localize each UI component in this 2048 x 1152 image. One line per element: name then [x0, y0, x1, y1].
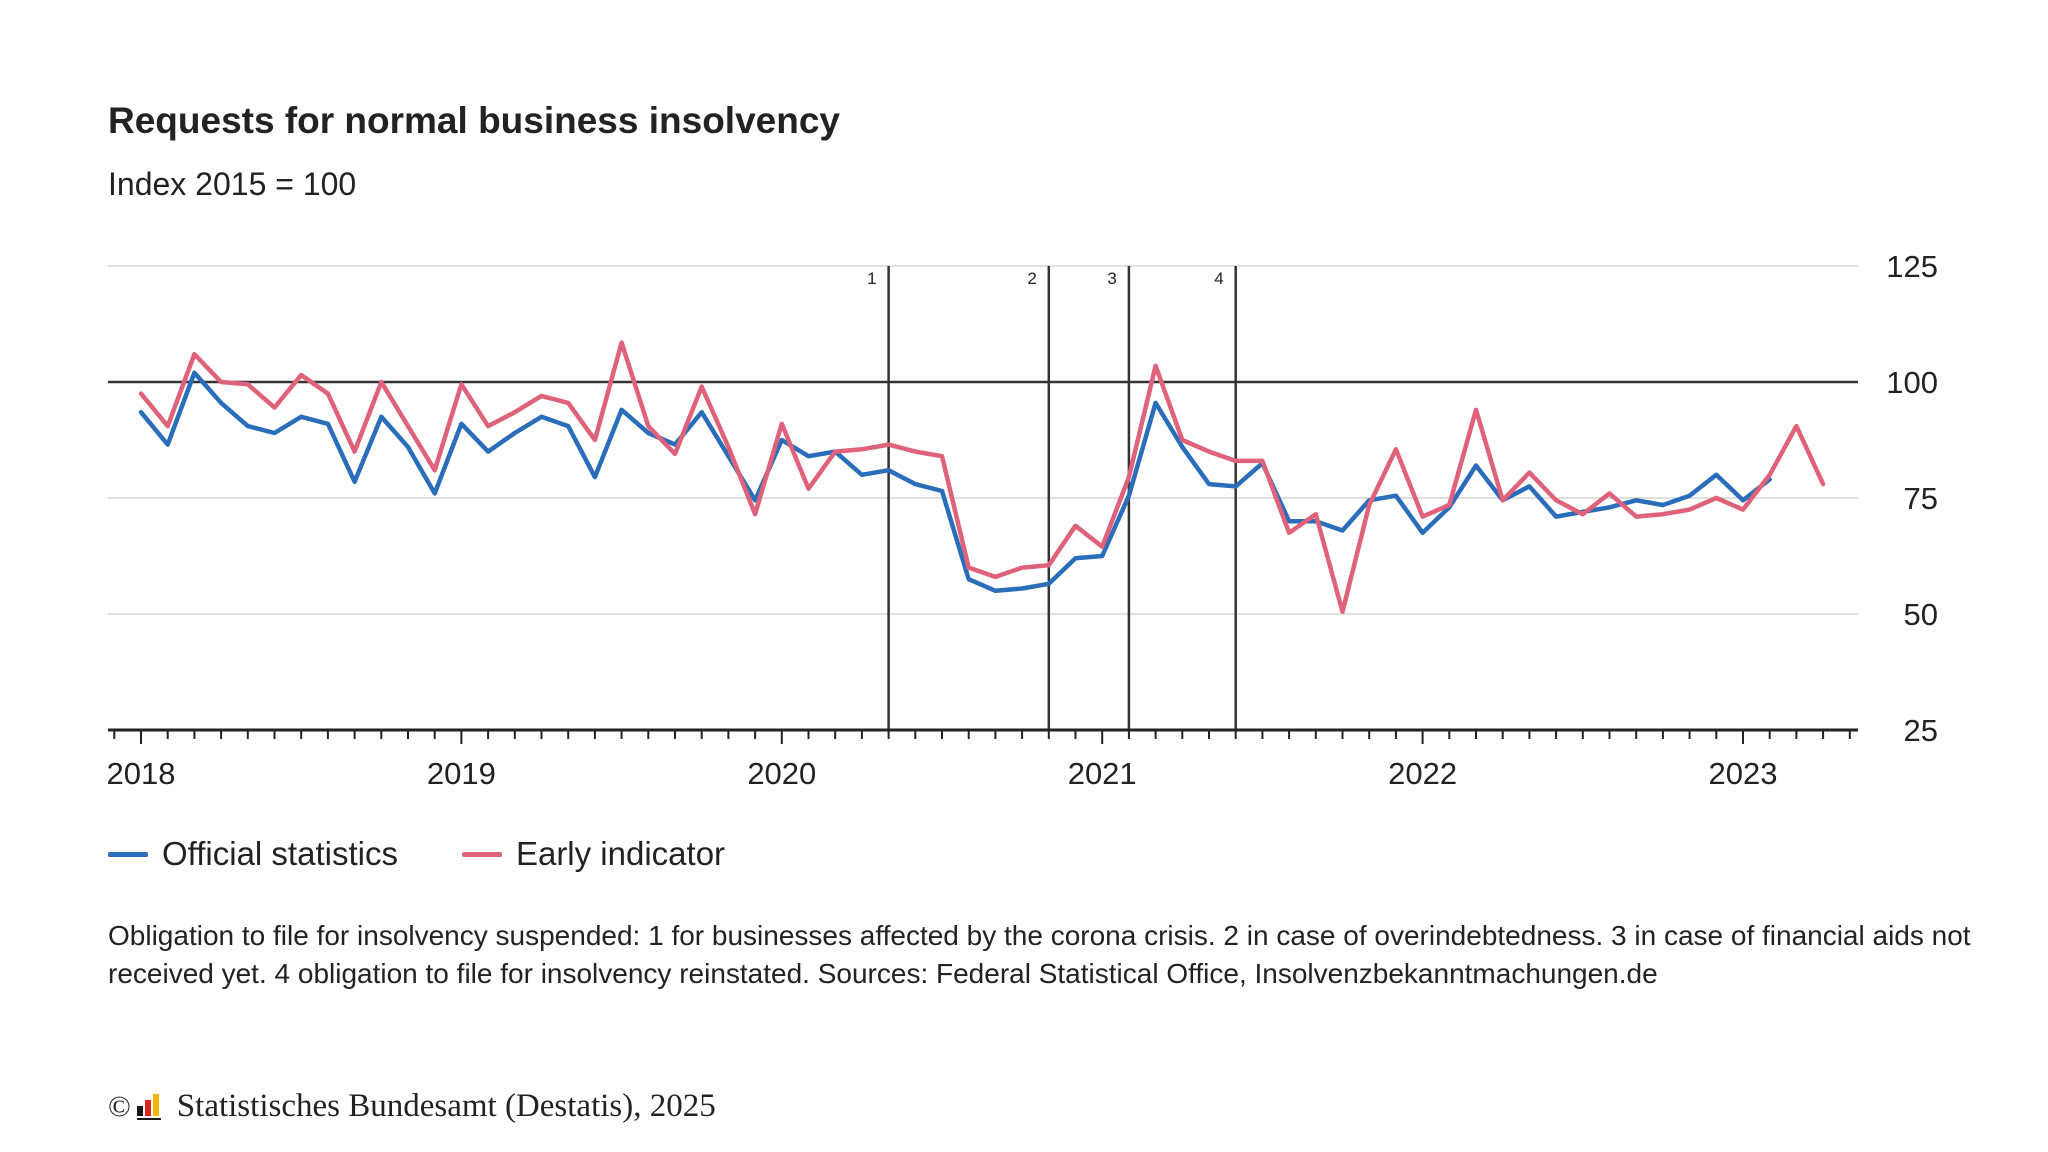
- legend-label-official: Official statistics: [162, 835, 398, 872]
- series-lines: [138, 340, 1826, 614]
- copyright: © Statistisches Bundesamt (Destatis), 20…: [108, 1088, 716, 1125]
- series-line-official: [138, 370, 1772, 594]
- series-line-early: [138, 340, 1826, 614]
- legend-swatch-official: [108, 851, 148, 857]
- event-marker-label: 3: [1107, 269, 1116, 288]
- footnote: Obligation to file for insolvency suspen…: [108, 920, 1971, 989]
- y-tick-label: 50: [1904, 597, 1938, 632]
- line-chart: 1 2 3 4 2018 2019 2020 2021 2022 2023 25 50 75 100 1…: [107, 249, 1938, 791]
- legend: Official statistics Early indicator: [108, 835, 789, 873]
- x-axis: 2018 2019 2020 2021 2022 2023: [107, 728, 1858, 791]
- x-tick-label: 2018: [107, 756, 176, 791]
- event-marker-label: 2: [1027, 269, 1036, 288]
- y-tick-label: 100: [1886, 365, 1938, 400]
- chart-title: Requests for normal business insolvency: [108, 100, 840, 141]
- grid-lines: [108, 265, 1858, 615]
- x-tick-label: 2022: [1388, 756, 1457, 791]
- legend-item-early: Early indicator: [461, 835, 726, 873]
- legend-item-official: Official statistics: [108, 835, 398, 873]
- legend-label-early: Early indicator: [515, 835, 726, 872]
- chart-subtitle: Index 2015 = 100: [108, 166, 357, 202]
- x-tick-label: 2019: [427, 756, 496, 791]
- x-tick-label: 2021: [1068, 756, 1137, 791]
- x-tick-label: 2023: [1709, 756, 1778, 791]
- destatis-logo-icon: [136, 1093, 165, 1120]
- event-marker-label: 4: [1214, 269, 1223, 288]
- y-tick-label: 25: [1904, 713, 1938, 748]
- y-tick-label: 125: [1886, 249, 1938, 284]
- copyright-icon: ©: [108, 1089, 131, 1123]
- y-tick-label: 75: [1904, 481, 1938, 516]
- event-marker-label: 1: [867, 269, 876, 288]
- y-axis-ticks: 25 50 75 100 125: [1886, 249, 1938, 748]
- copyright-text: Statistisches Bundesamt (Destatis), 2025: [176, 1088, 716, 1124]
- legend-swatch-early: [461, 851, 502, 857]
- x-tick-label: 2020: [747, 756, 816, 791]
